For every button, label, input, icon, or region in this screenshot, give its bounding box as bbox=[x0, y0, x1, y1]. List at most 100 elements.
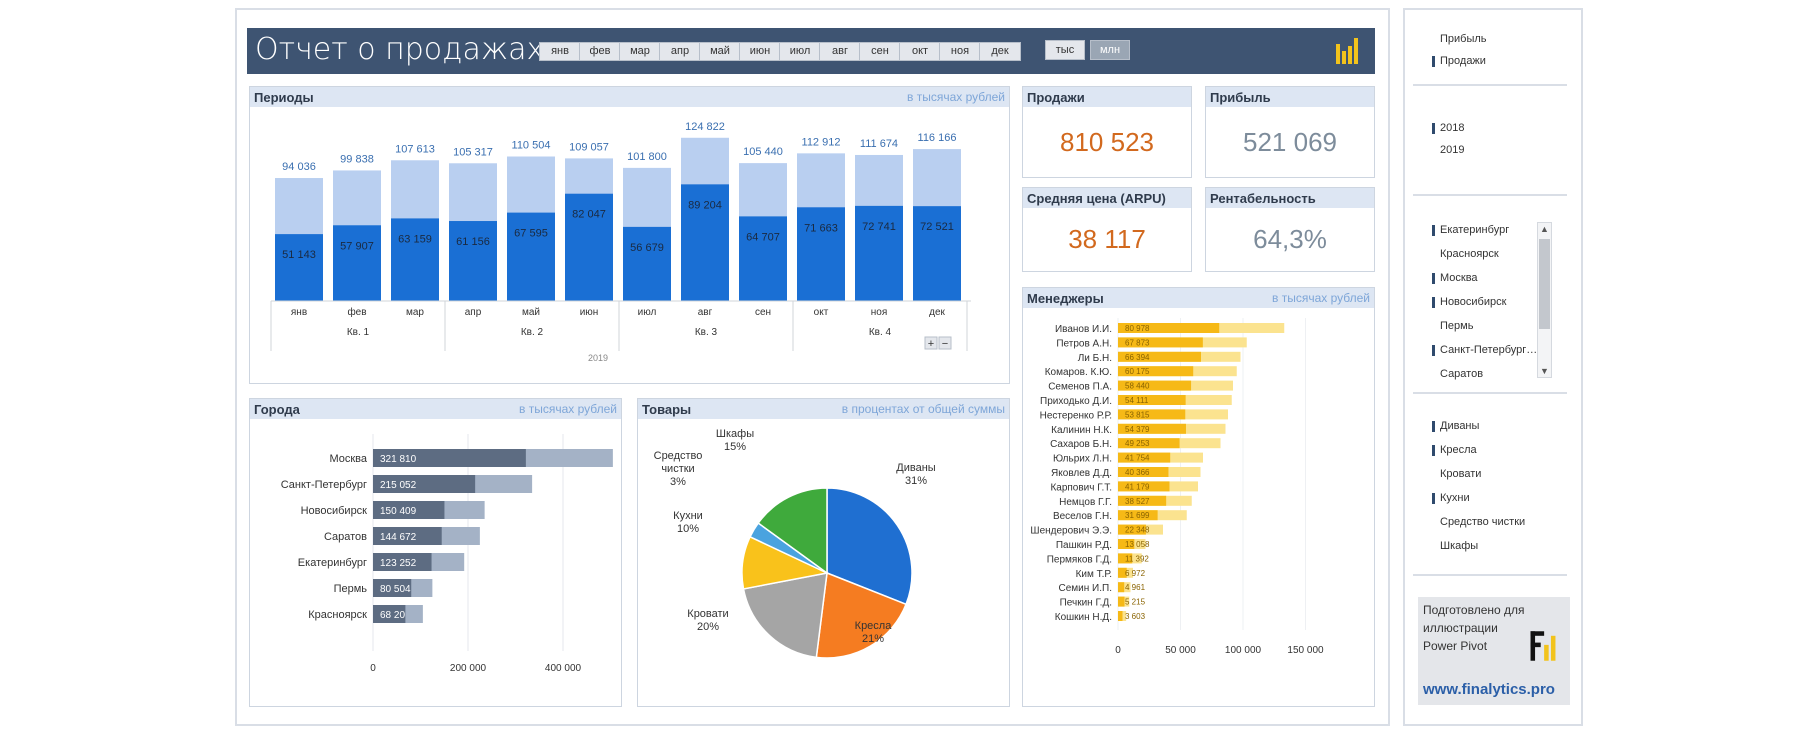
month-button-5[interactable]: май bbox=[699, 42, 741, 61]
month-button-6[interactable]: июн bbox=[739, 42, 781, 61]
city-label: Красноярск bbox=[308, 609, 367, 621]
city-label: Москва bbox=[329, 453, 367, 465]
month-button-10[interactable]: окт bbox=[899, 42, 941, 61]
expand-label: + bbox=[928, 338, 934, 350]
manager-label: Кошкин Н.Д. bbox=[1055, 612, 1112, 623]
sales-data-label: 112 912 bbox=[802, 136, 841, 148]
sales-data-label: 109 057 bbox=[569, 141, 609, 153]
x-tick-label: 100 000 bbox=[1225, 645, 1262, 656]
brand-line: Подготовлено для bbox=[1423, 603, 1525, 617]
month-button-9[interactable]: сен bbox=[859, 42, 901, 61]
unit-millions-button[interactable]: млн bbox=[1090, 40, 1130, 60]
goods-slicer-item[interactable]: Диваны bbox=[1432, 420, 1480, 432]
year-slicer-item[interactable]: 2018 bbox=[1432, 122, 1464, 134]
month-button-1[interactable]: янв bbox=[539, 42, 581, 61]
manager-profit-bar bbox=[1118, 409, 1186, 420]
month-button-4[interactable]: апр bbox=[659, 42, 701, 61]
profit-bar bbox=[391, 218, 439, 301]
brand-line: Power Pivot bbox=[1423, 639, 1488, 653]
goods-slicer-item[interactable]: Шкафы bbox=[1440, 540, 1478, 552]
city-label: Саратов bbox=[324, 531, 367, 543]
goods-units: в процентах от общей суммы bbox=[841, 402, 1005, 416]
pie-slice bbox=[826, 487, 913, 606]
kpi-margin: Рентабельность 64,3% bbox=[1205, 187, 1375, 272]
profit-data-label: 72 521 bbox=[920, 221, 954, 233]
manager-data-label: 58 440 bbox=[1125, 382, 1150, 391]
periods-panel: Периоды в тысячах рублей 94 036 51 143 янв… bbox=[249, 86, 1010, 384]
manager-data-label: 13 058 bbox=[1125, 540, 1150, 549]
manager-data-label: 38 527 bbox=[1125, 497, 1150, 506]
profit-data-label: 51 143 bbox=[282, 249, 316, 261]
kpi-profit: Прибыль 521 069 bbox=[1205, 86, 1375, 178]
month-button-7[interactable]: июл bbox=[779, 42, 821, 61]
sales-data-label: 105 440 bbox=[743, 146, 783, 158]
pie-slice bbox=[757, 487, 828, 575]
city-profit-bar bbox=[373, 605, 406, 623]
manager-profit-bar bbox=[1118, 553, 1133, 564]
city-label: Екатеринбург bbox=[298, 557, 367, 569]
month-button-3[interactable]: мар bbox=[619, 42, 661, 61]
x-tick-label: 0 bbox=[1115, 645, 1121, 656]
year-slicer-item[interactable]: 2019 bbox=[1440, 144, 1464, 156]
page-title: Отчет о продажах bbox=[255, 32, 545, 67]
header-bar: Отчет о продажах янв фев мар апр май июн июл ав… bbox=[247, 28, 1375, 74]
manager-label: Ким Т.Р. bbox=[1076, 569, 1112, 580]
month-button-8[interactable]: авг bbox=[819, 42, 861, 61]
periods-title: Периоды bbox=[254, 90, 314, 105]
manager-profit-bar bbox=[1118, 611, 1123, 621]
brand-url[interactable]: www.finalytics.pro bbox=[1423, 681, 1555, 698]
separator bbox=[1413, 84, 1567, 86]
month-button-2[interactable]: фев bbox=[579, 42, 621, 61]
city-slicer-item[interactable]: Санкт-Петербург… bbox=[1432, 344, 1538, 356]
city-slicer-item[interactable]: Новосибирск bbox=[1432, 296, 1506, 308]
city-slicer-item[interactable]: Пермь bbox=[1440, 320, 1473, 332]
goods-slicer-item[interactable]: Кровати bbox=[1440, 468, 1481, 480]
manager-label: Семенов П.А. bbox=[1048, 382, 1112, 393]
measure-slicer-item[interactable]: Прибыль bbox=[1440, 33, 1487, 45]
goods-slicer-item[interactable]: Средство чистки bbox=[1440, 516, 1525, 528]
city-slicer-item[interactable]: Екатеринбург bbox=[1432, 224, 1509, 236]
goods-slicer-item-label: Диваны bbox=[1440, 420, 1480, 432]
pie-slice bbox=[815, 571, 908, 659]
profit-data-label: 71 663 bbox=[804, 222, 838, 234]
manager-data-label: 41 179 bbox=[1125, 482, 1150, 491]
goods-slicer-item[interactable]: Кухни bbox=[1432, 492, 1470, 504]
goods-slicer-item-label: Кухни bbox=[1440, 492, 1470, 504]
manager-label: Немцов Г.Г. bbox=[1059, 497, 1112, 508]
manager-data-label: 4 961 bbox=[1125, 583, 1146, 592]
month-button-11[interactable]: ноя bbox=[939, 42, 981, 61]
expand-button[interactable] bbox=[924, 336, 938, 350]
kpi-arpu-label: Средняя цена (ARPU) bbox=[1027, 191, 1166, 206]
collapse-button[interactable] bbox=[938, 336, 952, 350]
x-tick-label: 0 bbox=[370, 663, 376, 674]
city-slicer-item[interactable]: Красноярск bbox=[1440, 248, 1499, 260]
manager-data-label: 54 379 bbox=[1125, 425, 1150, 434]
separator bbox=[1413, 574, 1567, 576]
city-slicer-item-label: Саратов bbox=[1440, 368, 1484, 380]
scroll-up-icon[interactable]: ▲ bbox=[1540, 224, 1549, 234]
city-slicer-item-label: Москва bbox=[1440, 272, 1478, 284]
manager-label: Петров А.Н. bbox=[1056, 338, 1112, 349]
city-profit-bar bbox=[373, 579, 412, 597]
scroll-thumb[interactable] bbox=[1539, 239, 1550, 329]
manager-data-label: 5 215 bbox=[1125, 598, 1146, 607]
goods-slicer-item[interactable]: Кресла bbox=[1432, 444, 1477, 456]
city-label: Новосибирск bbox=[301, 505, 368, 517]
unit-thousands-button[interactable]: тыс bbox=[1045, 40, 1085, 60]
city-slicer-item-label: Санкт-Петербург… bbox=[1440, 344, 1538, 356]
profit-bar bbox=[681, 184, 729, 301]
city-slicer-item[interactable]: Саратов bbox=[1440, 368, 1483, 380]
city-label: Пермь bbox=[334, 583, 368, 595]
profit-data-label: 63 159 bbox=[398, 233, 432, 245]
scroll-down-icon[interactable]: ▼ bbox=[1540, 366, 1549, 376]
quarter-label: Кв. 4 bbox=[869, 327, 892, 338]
x-tick-label: янв bbox=[291, 307, 307, 318]
profit-bar bbox=[507, 212, 555, 301]
goods-slicer-item-label: Кресла bbox=[1440, 444, 1477, 456]
measure-slicer-item[interactable]: Продажи bbox=[1432, 55, 1486, 67]
city-slicer-item[interactable]: Москва bbox=[1432, 272, 1478, 284]
city-slicer-scrollbar[interactable]: ▲ ▼ bbox=[1537, 222, 1552, 378]
manager-profit-bar bbox=[1118, 351, 1201, 362]
sales-data-label: 110 504 bbox=[512, 139, 551, 151]
month-button-12[interactable]: дек bbox=[979, 42, 1021, 61]
